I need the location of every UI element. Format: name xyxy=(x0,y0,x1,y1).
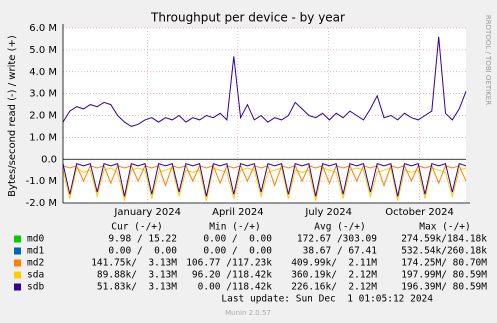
legend-swatch xyxy=(14,283,21,291)
legend-cell: 0.00 / 0.00 xyxy=(203,234,272,245)
legend-cell: 89.88k/ 3.13M xyxy=(97,270,177,281)
legend-cell: 172.67 /303.09 xyxy=(297,234,377,245)
legend-name: sdb xyxy=(27,282,44,293)
y-tick-label: 0.0 xyxy=(41,154,57,165)
legend-header: Min (-/+) xyxy=(209,222,260,233)
y-tick-label: -2.0 M xyxy=(26,198,57,209)
x-tick-label: July 2024 xyxy=(304,207,352,218)
legend-name: md0 xyxy=(27,234,44,245)
legend-cell: 197.99M/ 80.59M xyxy=(401,270,487,281)
footer: Munin 2.0.57 xyxy=(225,309,271,317)
legend-cell: 274.59k/184.18k xyxy=(401,234,487,245)
last-update: Last update: Sun Dec 1 01:05:12 2024 xyxy=(221,294,433,305)
legend-cell: 9.98 / 15.22 xyxy=(108,234,177,245)
legend-name: md2 xyxy=(27,258,44,269)
legend-name: md1 xyxy=(27,246,44,257)
legend-swatch xyxy=(14,271,21,279)
x-tick-label: January 2024 xyxy=(113,207,181,218)
series-line xyxy=(62,167,467,201)
legend-cell: 226.16k/ 2.12M xyxy=(291,282,377,293)
x-tick-label: October 2024 xyxy=(385,207,454,218)
legend-cell: 196.39M/ 80.59M xyxy=(401,282,487,293)
legend-header: Max (-/+) xyxy=(419,222,470,233)
legend-cell: 141.75k/ 3.13M xyxy=(91,258,177,269)
series-line xyxy=(62,36,467,127)
legend-swatch xyxy=(14,247,21,255)
legend-header: Avg (-/+) xyxy=(314,222,365,233)
legend-cell: 174.25M/ 80.70M xyxy=(401,258,487,269)
series-line xyxy=(62,165,467,188)
y-tick-label: 2.0 M xyxy=(29,111,57,122)
y-axis-label: Bytes/second read (-) / write (+) xyxy=(7,35,18,197)
legend-cell: 360.19k/ 2.12M xyxy=(291,270,377,281)
y-tick-label: 1.0 M xyxy=(29,132,57,143)
legend-cell: 0.00 /118.42k xyxy=(198,282,273,293)
legend-cell: 96.20 /118.42k xyxy=(192,270,272,281)
y-tick-label: 6.0 M xyxy=(29,23,57,34)
y-tick-label: 5.0 M xyxy=(29,45,57,56)
y-tick-label: 3.0 M xyxy=(29,89,57,100)
y-tick-label: 4.0 M xyxy=(29,67,57,78)
legend-cell: 0.00 / 0.00 xyxy=(108,246,177,257)
legend-cell: 409.99k/ 2.11M xyxy=(291,258,377,269)
legend-cell: 0.00 / 0.00 xyxy=(203,246,272,257)
legend-swatch xyxy=(14,259,21,267)
legend-cell: 51.83k/ 3.13M xyxy=(97,282,177,293)
chart-title: Throughput per device - by year xyxy=(150,11,345,25)
legend-cell: 106.77 /117.23k xyxy=(186,258,272,269)
legend-cell: 38.67 / 67.41 xyxy=(303,246,378,257)
legend-cell: 532.54k/260.18k xyxy=(401,246,487,257)
legend-swatch xyxy=(14,235,21,243)
legend-name: sda xyxy=(27,270,44,281)
legend-header: Cur (-/+) xyxy=(111,222,162,233)
y-tick-label: -1.0 M xyxy=(26,176,57,187)
side-text: RRDTOOL / TOBI OETIKER xyxy=(484,15,492,105)
x-tick-label: April 2024 xyxy=(212,207,263,218)
series-line xyxy=(62,162,467,197)
